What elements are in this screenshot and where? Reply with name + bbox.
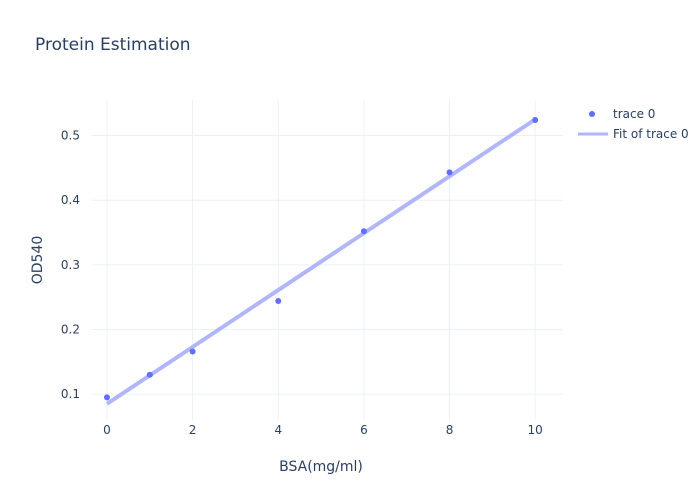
data-point xyxy=(360,228,367,235)
x-tick-label: 2 xyxy=(189,423,197,437)
legend-item-trace-0[interactable]: trace 0 xyxy=(589,107,655,121)
data-point xyxy=(103,394,110,401)
y-tick-labels: 0.1 0.2 0.3 0.4 0.5 xyxy=(61,129,80,402)
grid xyxy=(92,100,563,420)
legend-label: Fit of trace 0 xyxy=(613,127,689,141)
y-axis-title: OD540 xyxy=(30,236,46,285)
x-tick-label: 10 xyxy=(528,423,543,437)
data-point xyxy=(446,169,453,176)
x-tick-label: 8 xyxy=(446,423,454,437)
legend-label: trace 0 xyxy=(613,107,655,121)
y-tick-label: 0.4 xyxy=(61,193,80,207)
data-points-layer xyxy=(103,117,539,401)
y-tick-label: 0.5 xyxy=(61,129,80,143)
x-axis-title: BSA(mg/ml) xyxy=(279,459,363,475)
legend-marker-icon xyxy=(589,111,595,117)
x-tick-label: 6 xyxy=(360,423,368,437)
y-tick-label: 0.3 xyxy=(61,258,80,272)
x-tick-label: 4 xyxy=(274,423,282,437)
x-tick-label: 0 xyxy=(103,423,111,437)
x-tick-labels: 0 2 4 6 8 10 xyxy=(103,423,543,437)
data-point xyxy=(275,298,282,305)
legend[interactable]: trace 0 Fit of trace 0 xyxy=(578,107,689,141)
y-tick-label: 0.1 xyxy=(61,387,80,401)
y-tick-label: 0.2 xyxy=(61,322,80,336)
chart-title: Protein Estimation xyxy=(35,35,191,55)
data-point xyxy=(189,348,196,355)
fit-line-layer xyxy=(105,117,537,406)
fit-line xyxy=(105,117,537,406)
data-point xyxy=(146,371,153,378)
data-point xyxy=(532,117,539,124)
legend-item-fit[interactable]: Fit of trace 0 xyxy=(578,127,689,141)
